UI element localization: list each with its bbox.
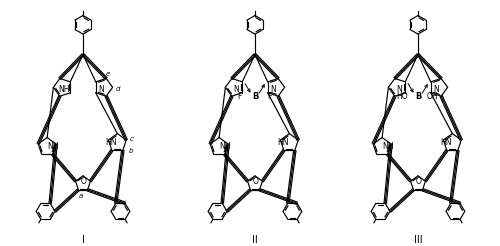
Text: N: N (233, 85, 238, 94)
Text: NH: NH (58, 85, 70, 94)
Text: HO: HO (396, 92, 408, 101)
Text: O: O (253, 177, 259, 186)
Text: N: N (98, 85, 104, 94)
Text: I: I (82, 235, 84, 245)
Text: O: O (416, 177, 422, 186)
Text: a: a (79, 193, 83, 200)
Text: N: N (434, 85, 439, 94)
Text: O: O (81, 177, 87, 186)
Text: B: B (415, 92, 421, 101)
Text: OH: OH (426, 92, 438, 101)
Text: II: II (252, 235, 258, 245)
Text: B: B (252, 92, 258, 101)
Text: c: c (130, 136, 134, 142)
Text: NH: NH (220, 142, 231, 151)
Text: NH: NH (48, 142, 59, 151)
Text: N: N (396, 85, 402, 94)
Text: e: e (106, 71, 110, 77)
Text: HN: HN (106, 138, 117, 147)
Text: HN: HN (278, 138, 289, 147)
Text: III: III (414, 235, 422, 245)
Text: NH: NH (382, 142, 394, 151)
Text: F: F (237, 92, 241, 101)
Text: HN: HN (440, 138, 452, 147)
Text: b: b (129, 148, 134, 154)
Text: d: d (116, 86, 120, 92)
Text: N: N (270, 85, 276, 94)
Text: F: F (267, 92, 271, 101)
